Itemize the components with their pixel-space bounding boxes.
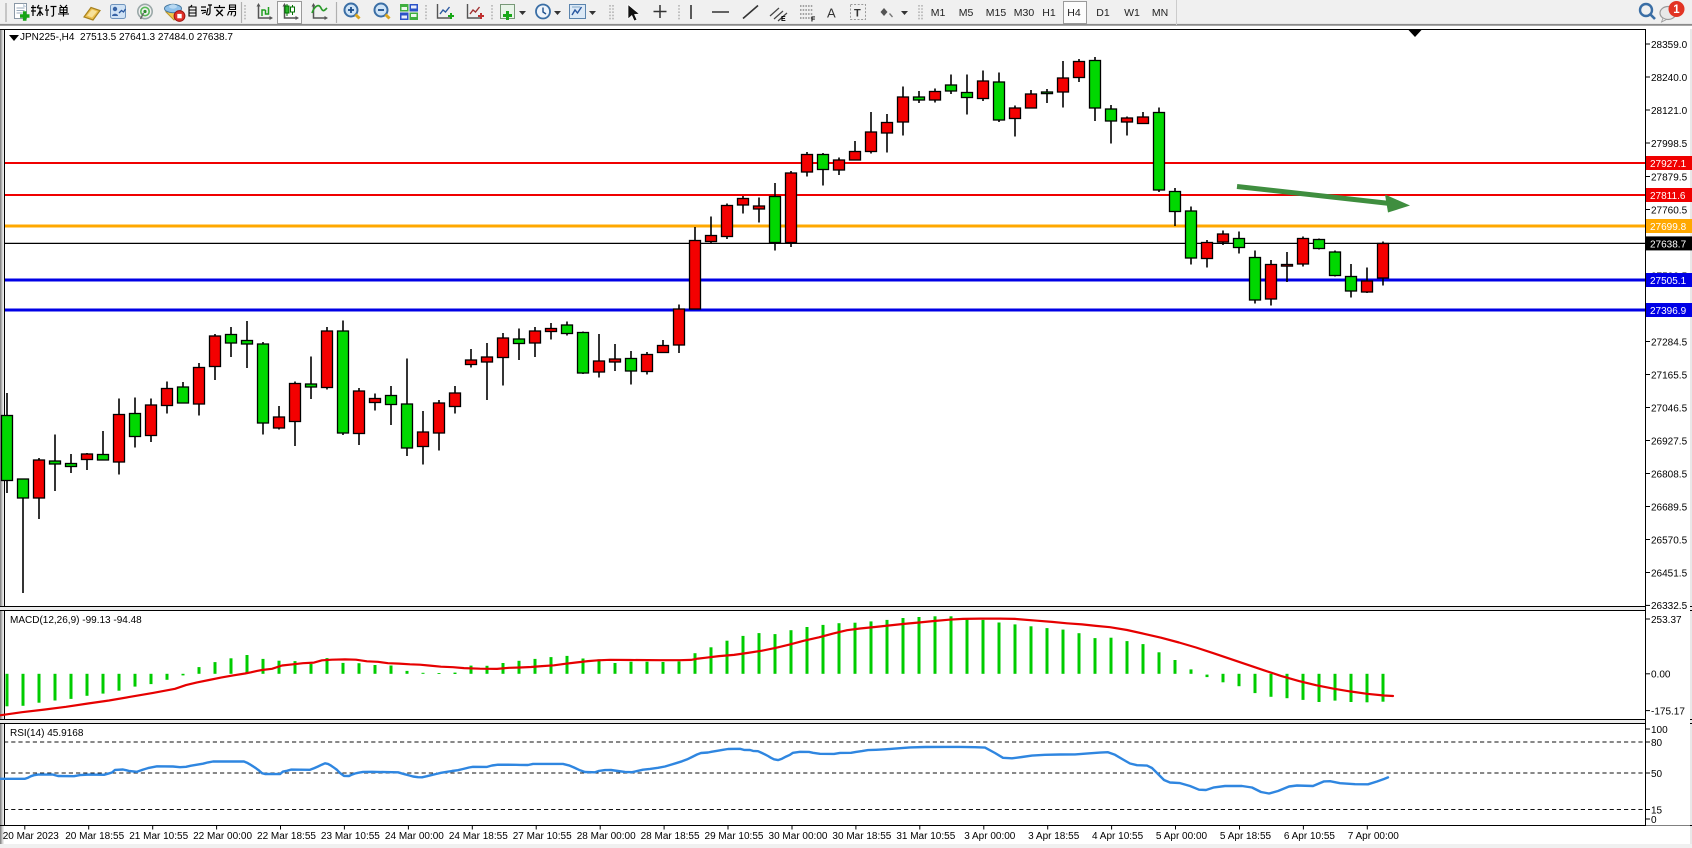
svg-text:M1: M1: [931, 7, 946, 19]
svg-text:E: E: [781, 16, 786, 23]
svg-text:27046.5: 27046.5: [1651, 403, 1688, 414]
svg-text:27927.1: 27927.1: [1650, 159, 1687, 170]
svg-text:T: T: [854, 8, 861, 20]
svg-text:3 Apr 18:55: 3 Apr 18:55: [1028, 831, 1080, 842]
svg-text:6 Apr 10:55: 6 Apr 10:55: [1284, 831, 1336, 842]
svg-text:5 Apr 18:55: 5 Apr 18:55: [1220, 831, 1272, 842]
svg-text:27879.5: 27879.5: [1651, 172, 1688, 183]
svg-text:H1: H1: [1042, 7, 1056, 19]
svg-text:26808.5: 26808.5: [1651, 469, 1688, 480]
svg-text:20 Mar 2023: 20 Mar 2023: [3, 831, 60, 842]
svg-text:21 Mar 10:55: 21 Mar 10:55: [129, 831, 188, 842]
svg-text:28121.0: 28121.0: [1651, 106, 1688, 117]
svg-text:26451.5: 26451.5: [1651, 568, 1688, 579]
svg-text:7 Apr 00:00: 7 Apr 00:00: [1348, 831, 1400, 842]
svg-text:80: 80: [1651, 738, 1663, 749]
svg-text:28359.0: 28359.0: [1651, 40, 1688, 51]
svg-text:30 Mar 00:00: 30 Mar 00:00: [769, 831, 828, 842]
svg-text:27 Mar 10:55: 27 Mar 10:55: [513, 831, 572, 842]
svg-text:0: 0: [1651, 815, 1657, 826]
svg-text:24 Mar 00:00: 24 Mar 00:00: [385, 831, 444, 842]
svg-text:28240.0: 28240.0: [1651, 73, 1688, 84]
svg-text:27396.9: 27396.9: [1650, 306, 1687, 317]
svg-text:-175.17: -175.17: [1651, 706, 1685, 717]
svg-text:JPN225-,H4 27513.5 27641.3 27: JPN225-,H4 27513.5 27641.3 27484.0 27638…: [20, 32, 233, 43]
svg-text:27638.7: 27638.7: [1650, 239, 1687, 250]
svg-text:24 Mar 18:55: 24 Mar 18:55: [449, 831, 508, 842]
svg-text:27284.5: 27284.5: [1651, 337, 1688, 348]
svg-text:50: 50: [1651, 769, 1663, 780]
svg-text:100: 100: [1651, 725, 1668, 736]
svg-text:3 Apr 00:00: 3 Apr 00:00: [964, 831, 1016, 842]
svg-text:27165.5: 27165.5: [1651, 370, 1688, 381]
svg-text:M15: M15: [986, 7, 1007, 19]
svg-text:31 Mar 10:55: 31 Mar 10:55: [896, 831, 955, 842]
svg-text:5 Apr 00:00: 5 Apr 00:00: [1156, 831, 1208, 842]
svg-text:27811.6: 27811.6: [1650, 191, 1686, 202]
svg-text:28 Mar 00:00: 28 Mar 00:00: [577, 831, 636, 842]
svg-text:W1: W1: [1124, 7, 1140, 19]
svg-text:22 Mar 00:00: 22 Mar 00:00: [193, 831, 252, 842]
svg-text:27699.8: 27699.8: [1650, 222, 1687, 233]
svg-text:27760.5: 27760.5: [1651, 205, 1688, 216]
svg-text:22 Mar 18:55: 22 Mar 18:55: [257, 831, 316, 842]
svg-text:27505.1: 27505.1: [1650, 276, 1687, 287]
svg-text:26927.5: 26927.5: [1651, 436, 1688, 447]
svg-text:A: A: [827, 6, 836, 21]
svg-text:23 Mar 10:55: 23 Mar 10:55: [321, 831, 380, 842]
svg-text:15: 15: [1651, 805, 1663, 816]
svg-text:1: 1: [1673, 4, 1680, 16]
svg-text:M5: M5: [959, 7, 974, 19]
svg-text:29 Mar 10:55: 29 Mar 10:55: [705, 831, 764, 842]
svg-text:M30: M30: [1014, 7, 1035, 19]
svg-text:F: F: [811, 17, 816, 24]
svg-text:20 Mar 18:55: 20 Mar 18:55: [65, 831, 124, 842]
svg-text:0.00: 0.00: [1651, 670, 1671, 681]
svg-text:30 Mar 18:55: 30 Mar 18:55: [832, 831, 891, 842]
svg-text:RSI(14) 45.9168: RSI(14) 45.9168: [10, 728, 84, 739]
svg-text:28 Mar 18:55: 28 Mar 18:55: [641, 831, 700, 842]
svg-text:26570.5: 26570.5: [1651, 535, 1688, 546]
svg-text:MACD(12,26,9) -99.13 -94.48: MACD(12,26,9) -99.13 -94.48: [10, 615, 142, 626]
svg-text:26332.5: 26332.5: [1651, 601, 1688, 612]
svg-text:H4: H4: [1067, 7, 1081, 19]
svg-text:MN: MN: [1152, 7, 1168, 19]
svg-text:D1: D1: [1096, 7, 1110, 19]
svg-text:27998.5: 27998.5: [1651, 139, 1688, 150]
svg-text:4 Apr 10:55: 4 Apr 10:55: [1092, 831, 1144, 842]
svg-text:26689.5: 26689.5: [1651, 502, 1688, 513]
svg-text:253.37: 253.37: [1651, 615, 1682, 626]
